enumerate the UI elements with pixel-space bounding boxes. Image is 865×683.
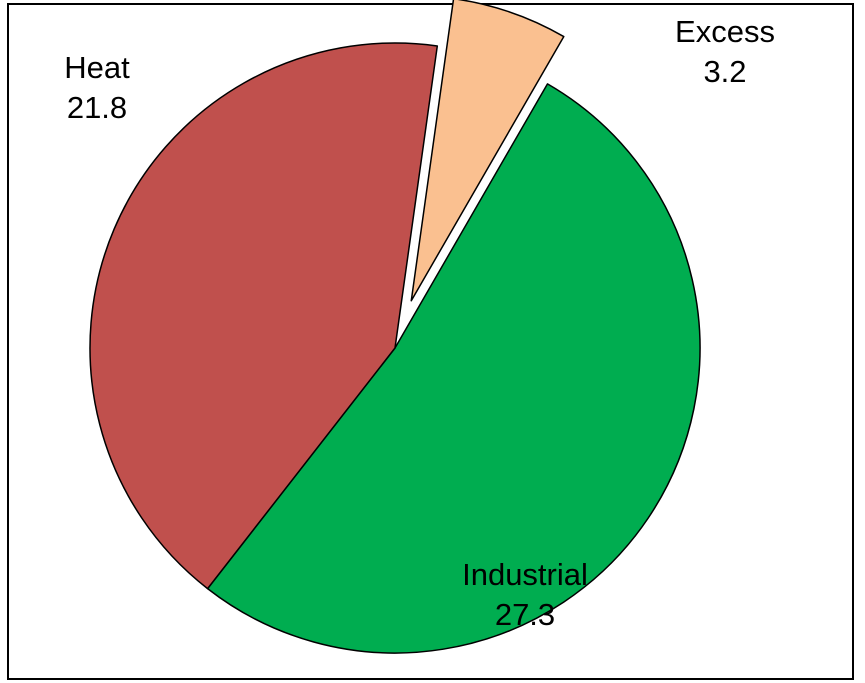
pie-slices bbox=[89, 0, 701, 654]
slice-label-industrial: Industrial bbox=[462, 557, 588, 592]
slice-label-heat: Heat bbox=[64, 50, 130, 85]
slice-value-excess: 3.2 bbox=[703, 54, 746, 89]
slice-value-industrial: 27.3 bbox=[495, 597, 555, 632]
slice-value-heat: 21.8 bbox=[67, 90, 127, 125]
pie-slice-industrial bbox=[206, 83, 701, 654]
pie-slice-excess bbox=[410, 0, 565, 302]
slice-label-excess: Excess bbox=[675, 14, 775, 49]
pie-slice-heat bbox=[89, 42, 439, 590]
pie-labels: Industrial 27.3 Heat 21.8 Excess 3.2 bbox=[64, 14, 775, 632]
